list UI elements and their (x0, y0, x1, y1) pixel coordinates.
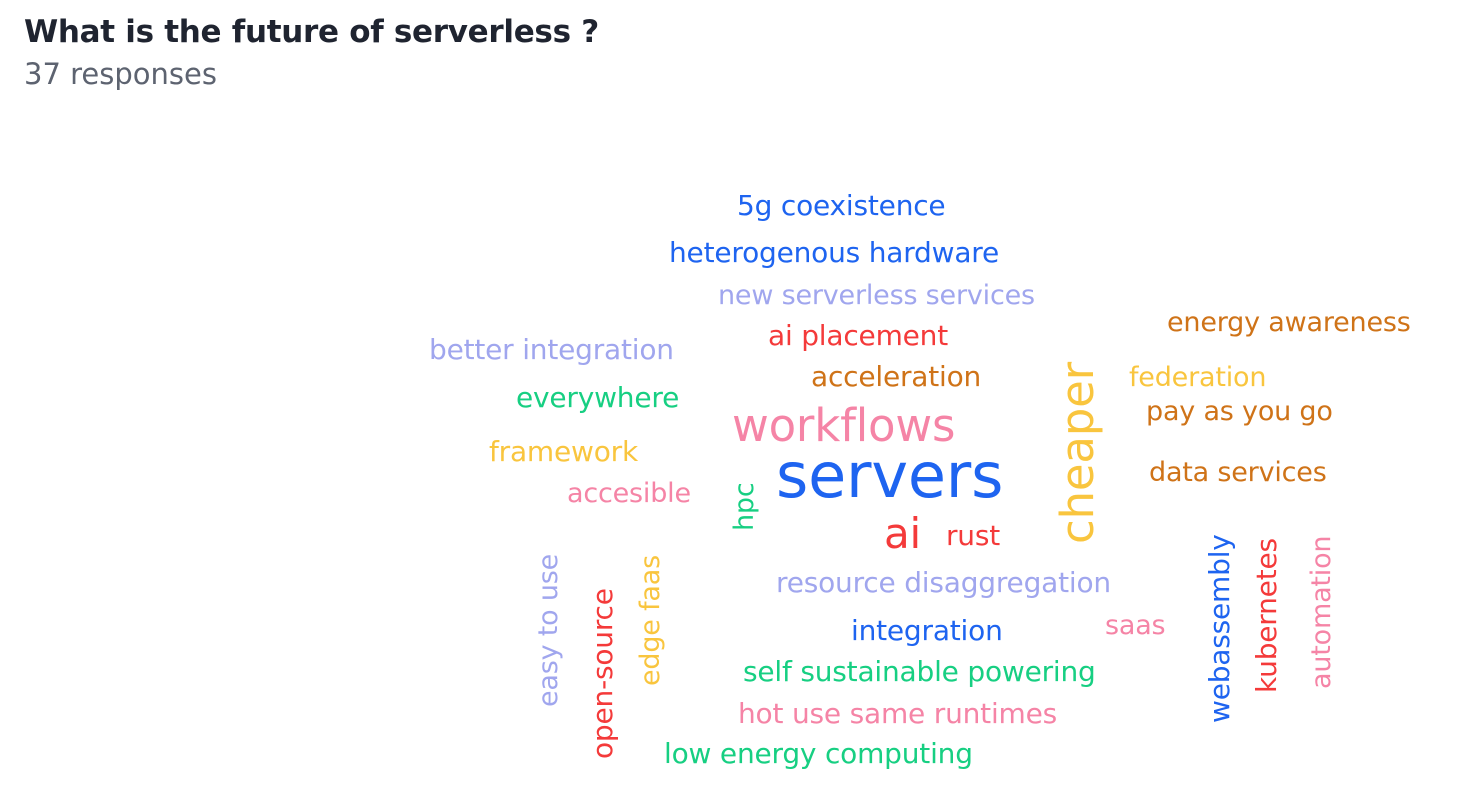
word-hpc: hpc (729, 482, 760, 532)
word-framework: framework (489, 435, 638, 468)
word-kubernetes: kubernetes (1250, 538, 1283, 693)
word-ai: ai (884, 509, 922, 558)
poll-header: What is the future of serverless ? 37 re… (24, 10, 599, 94)
poll-question: What is the future of serverless ? (24, 14, 599, 50)
word-cheaper: cheaper (1051, 362, 1104, 544)
word-better-integration: better integration (429, 333, 674, 366)
word-pay-as-you-go: pay as you go (1146, 396, 1333, 427)
word-edge-faas: edge faas (635, 555, 666, 686)
response-count: 37 responses (24, 57, 217, 91)
word-new-serverless-services: new serverless services (718, 280, 1035, 311)
word-low-energy-computing: low energy computing (664, 737, 973, 770)
word-webassembly: webassembly (1203, 534, 1236, 723)
word-hot-use-same-runtimes: hot use same runtimes (738, 697, 1058, 730)
word-automation: automation (1306, 535, 1337, 689)
word-rust: rust (946, 519, 1001, 552)
word-accesible: accesible (567, 478, 691, 509)
word-open-source: open-source (586, 588, 619, 759)
word-everywhere: everywhere (516, 381, 680, 414)
word-data-services: data services (1149, 457, 1327, 488)
word-workflows: workflows (732, 399, 956, 452)
word-federation: federation (1129, 362, 1267, 393)
word-servers: servers (776, 439, 1004, 512)
word-integration: integration (851, 614, 1003, 647)
word-self-sustainable-powering: self sustainable powering (743, 655, 1096, 688)
word-resource-disaggregation: resource disaggregation (776, 566, 1111, 599)
word-easy-to-use: easy to use (533, 553, 564, 707)
word-heterogenous-hardware: heterogenous hardware (669, 236, 999, 269)
word-acceleration: acceleration (811, 360, 982, 393)
word-ai-placement: ai placement (768, 319, 948, 352)
word-energy-awareness: energy awareness (1167, 307, 1411, 338)
word-saas: saas (1105, 610, 1166, 641)
word-5g-coexistence: 5g coexistence (737, 189, 946, 222)
